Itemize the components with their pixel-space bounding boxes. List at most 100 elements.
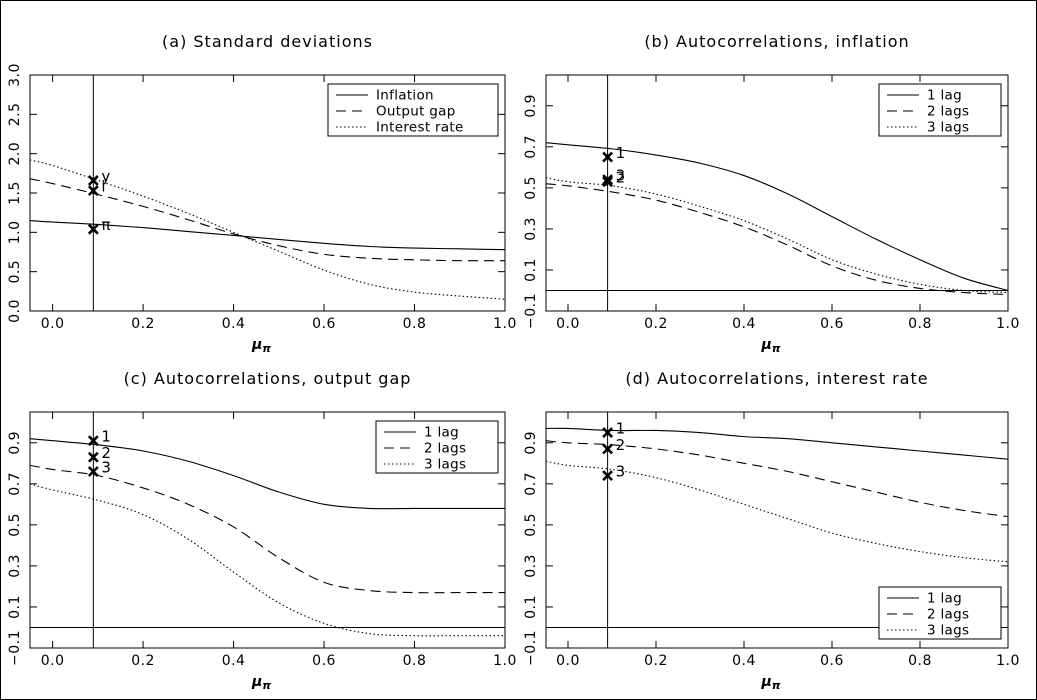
y-tick-label: −0.1 <box>7 630 23 666</box>
point-marker-stroke-b <box>602 151 614 163</box>
series-line-2 <box>30 464 505 594</box>
point-marker <box>87 466 99 477</box>
x-tick-label: 0.0 <box>556 653 580 669</box>
y-tick-label: 3.0 <box>7 63 23 87</box>
point-marker-stroke-b <box>602 427 614 438</box>
point-marker-label: 2 <box>616 169 626 187</box>
x-tick-label: 0.6 <box>820 653 844 669</box>
x-tick-label: 0.8 <box>403 316 427 332</box>
x-tick-label: 0.0 <box>556 316 580 332</box>
y-tick-label: 0.1 <box>523 595 539 619</box>
x-tick-label: 0.4 <box>732 316 756 332</box>
point-marker-stroke-b <box>87 435 99 447</box>
x-tick-label: 0.4 <box>222 316 246 332</box>
x-tick-label: 0.2 <box>644 316 668 332</box>
point-marker <box>87 185 99 197</box>
y-tick-label: 0.9 <box>523 431 539 455</box>
y-tick-label: 0.5 <box>523 513 539 537</box>
x-tick-label: 1.0 <box>996 316 1020 332</box>
point-marker <box>602 470 614 482</box>
x-tick-label: 0.8 <box>908 316 932 332</box>
y-tick-label: 0.7 <box>7 472 23 496</box>
y-tick-label: 0.5 <box>7 513 23 537</box>
panel-title: (a) Standard deviations <box>162 32 373 51</box>
point-marker <box>602 427 614 438</box>
series-line-1 <box>30 438 505 510</box>
point-marker <box>87 174 99 186</box>
point-marker-label: 2 <box>616 436 626 454</box>
point-marker-label: 2 <box>101 444 111 462</box>
point-marker-label: 3 <box>616 463 626 481</box>
legend-entry: Output gap <box>376 104 456 120</box>
x-tick-label: 0.4 <box>222 653 246 669</box>
point-marker-label: 3 <box>616 167 626 185</box>
y-tick-label: 0.0 <box>7 299 23 323</box>
x-tick-label: 0.2 <box>131 316 155 332</box>
legend-entry: Inflation <box>376 88 434 104</box>
series-line-1 <box>546 142 1008 292</box>
legend-entry: 3 lags <box>424 457 466 473</box>
panels: (a) Standard deviations 0.0 0.2 0.4 0.6 0.8 1.… <box>7 32 1020 692</box>
x-tick-label: 0.0 <box>41 316 65 332</box>
y-tick-label: 0.9 <box>523 94 539 118</box>
point-marker-stroke-b <box>87 466 99 477</box>
y-tick-label: −0.1 <box>523 630 539 666</box>
point-marker-label: 1 <box>616 144 626 162</box>
series-line-1 <box>30 219 505 251</box>
y-tick-label: 1.0 <box>7 220 23 244</box>
series-line-2 <box>546 183 1008 296</box>
plot-frame <box>545 74 1009 312</box>
y-tick-label: 0.7 <box>523 472 539 496</box>
y-tick-label: 0.3 <box>523 217 539 241</box>
x-tick-label: 0.4 <box>732 653 756 669</box>
series-group <box>30 438 505 637</box>
y-tick-label: 0.5 <box>523 176 539 200</box>
y-tick-label: 0.5 <box>7 260 23 284</box>
series-group <box>30 159 505 300</box>
point-marker-label: π <box>101 216 110 234</box>
point-marker-label: i <box>101 178 105 196</box>
x-tick-label: 0.8 <box>403 653 427 669</box>
point-marker <box>602 443 614 455</box>
x-tick-label: 0.6 <box>312 316 336 332</box>
x-tick-label: 1.0 <box>493 316 517 332</box>
y-tick-label: 2.5 <box>7 102 23 126</box>
panel-title: (c) Autocorrelations, output gap <box>124 369 412 388</box>
y-tick-label: 0.9 <box>7 431 23 455</box>
point-marker <box>602 151 614 163</box>
x-axis-label: μπ <box>251 337 271 355</box>
point-marker-stroke-b <box>602 174 614 186</box>
y-tick-label: 0.1 <box>523 258 539 282</box>
series-line-2 <box>30 178 505 262</box>
y-tick-label: 2.0 <box>7 142 23 166</box>
series-group <box>546 142 1008 296</box>
legend-entry: 1 lag <box>927 88 962 104</box>
y-tick-label: 1.5 <box>7 181 23 205</box>
point-marker-stroke-b <box>602 443 614 455</box>
legend-entry: Interest rate <box>376 120 464 136</box>
x-tick-label: 1.0 <box>493 653 517 669</box>
point-marker-stroke-b <box>87 223 99 235</box>
plot-frame <box>29 411 506 649</box>
point-marker-stroke-b <box>87 451 99 463</box>
point-marker-label: 1 <box>616 420 626 438</box>
y-tick-label: 0.3 <box>523 554 539 578</box>
x-tick-label: 0.2 <box>644 653 668 669</box>
legend-entry: 1 lag <box>927 591 962 607</box>
y-tick-label: 0.7 <box>523 135 539 159</box>
x-tick-label: 1.0 <box>996 653 1020 669</box>
point-marker <box>87 223 99 235</box>
panel-title: (b) Autocorrelations, inflation <box>644 32 909 51</box>
panel-1: (a) Standard deviations 0.0 0.2 0.4 0.6 0.8 1.… <box>7 32 517 355</box>
y-tick-label: −0.1 <box>523 293 539 329</box>
panel-title: (d) Autocorrelations, interest rate <box>625 369 928 388</box>
plot-frame <box>545 411 1009 649</box>
x-axis-label: μπ <box>760 337 780 355</box>
point-marker-label: 3 <box>101 459 111 477</box>
